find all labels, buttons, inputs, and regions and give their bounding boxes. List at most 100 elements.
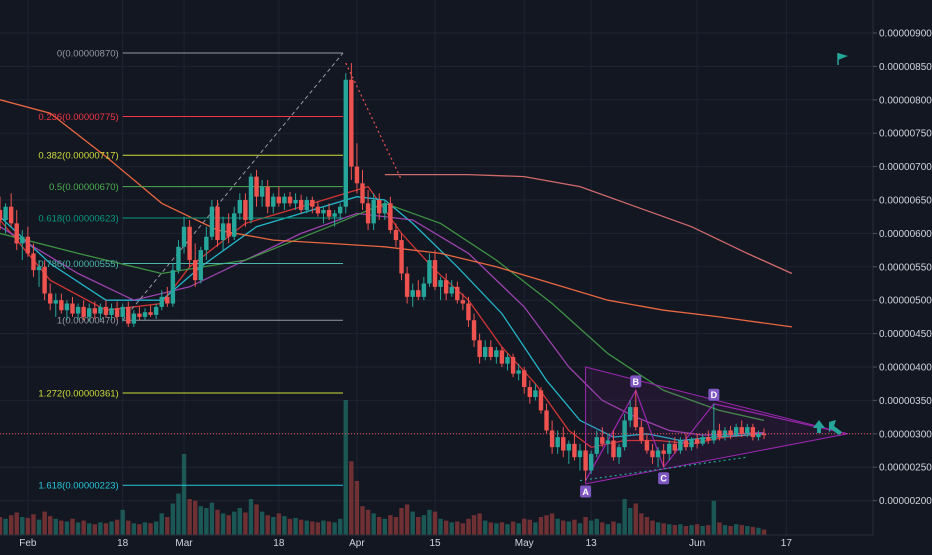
candle[interactable] [522,367,527,394]
candle[interactable] [42,260,47,301]
candle[interactable] [8,193,14,227]
candle[interactable] [181,216,187,254]
candle[interactable] [572,430,577,461]
candle[interactable] [750,423,756,441]
candle[interactable] [650,443,655,464]
candle[interactable] [293,193,298,211]
candle[interactable] [109,303,114,321]
candle[interactable] [421,276,427,301]
candle[interactable] [59,293,64,314]
candle[interactable] [70,296,75,317]
candle[interactable] [388,196,393,234]
candle[interactable] [276,186,282,207]
candle[interactable] [761,428,767,440]
candle[interactable] [126,301,131,327]
candle[interactable] [505,353,510,371]
candle[interactable] [583,443,588,481]
candle[interactable] [165,286,170,307]
candle[interactable] [527,380,533,404]
candle[interactable] [460,293,466,311]
candle[interactable] [689,437,694,451]
candle[interactable] [672,437,678,454]
candle[interactable] [700,433,705,446]
candle[interactable] [0,196,3,231]
candle[interactable] [633,390,638,431]
candle[interactable] [499,346,505,367]
candle[interactable] [477,333,482,364]
candle[interactable] [466,296,471,327]
candle[interactable] [187,220,192,267]
candle[interactable] [627,400,633,428]
candle[interactable] [209,200,215,241]
candle[interactable] [271,193,276,214]
candle[interactable] [103,300,109,318]
candle[interactable] [349,63,354,180]
candle[interactable] [92,301,98,319]
candle[interactable] [310,196,315,214]
candle[interactable] [131,310,137,327]
candle[interactable] [31,243,36,277]
candle[interactable] [326,203,332,221]
candle[interactable] [142,308,148,321]
candle[interactable] [343,73,348,214]
candle[interactable] [237,193,243,221]
candle[interactable] [516,363,521,381]
candle[interactable] [644,433,650,454]
candle[interactable] [488,340,493,361]
candle[interactable] [304,196,309,214]
candle[interactable] [176,240,181,274]
candle[interactable] [226,213,231,244]
candle[interactable] [449,280,454,297]
candle[interactable] [544,403,549,434]
candle[interactable] [14,210,19,251]
candle[interactable] [667,440,672,461]
candle[interactable] [549,420,555,454]
candle[interactable] [170,263,176,307]
candle[interactable] [561,427,566,458]
candle[interactable] [722,427,728,441]
candle[interactable] [47,283,53,311]
candle[interactable] [494,346,499,364]
candle[interactable] [739,420,744,438]
candle[interactable] [298,194,304,214]
candle[interactable] [232,206,237,241]
candle[interactable] [259,179,265,207]
candle[interactable] [98,303,103,321]
candle[interactable] [427,253,432,287]
candle[interactable] [661,443,666,468]
candle[interactable] [354,143,360,194]
candle[interactable] [120,303,125,322]
candle[interactable] [377,193,382,221]
candle[interactable] [382,200,388,221]
candle[interactable] [706,430,711,444]
candle[interactable] [577,443,583,471]
candle[interactable] [728,425,733,440]
candle[interactable] [25,226,31,257]
candle[interactable] [733,423,739,438]
candle[interactable] [432,250,438,291]
candle[interactable] [265,179,270,214]
candle[interactable] [711,403,717,444]
candle[interactable] [555,430,560,454]
candle[interactable] [600,427,605,448]
candle[interactable] [282,193,287,211]
candle[interactable] [287,191,293,207]
candle[interactable] [337,203,343,221]
candle[interactable] [204,226,209,261]
candle[interactable] [683,433,689,451]
candle[interactable] [3,203,8,234]
candle[interactable] [471,313,477,347]
candle[interactable] [694,433,700,449]
candle[interactable] [393,223,399,247]
candle[interactable] [399,233,404,281]
candle[interactable] [455,281,460,304]
candle[interactable] [137,306,142,321]
candle[interactable] [756,430,761,441]
candle[interactable] [114,301,120,321]
candle[interactable] [159,290,164,311]
candle[interactable] [321,206,326,224]
candle[interactable] [20,230,25,261]
candle[interactable] [611,430,616,461]
candle[interactable] [404,266,410,304]
